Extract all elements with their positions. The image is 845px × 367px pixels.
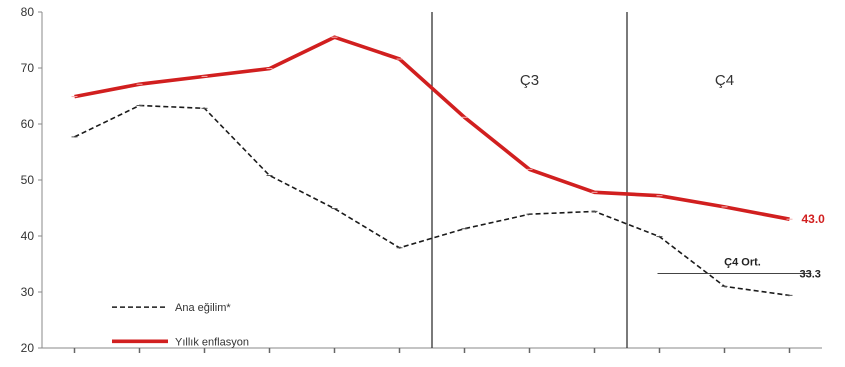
- end-value-label: 43.0: [802, 212, 826, 226]
- legend-label-ana-egilim: Ana eğilim*: [175, 302, 231, 314]
- series-line-yillik: [74, 35, 790, 221]
- reference-label: Ç4 Ort.: [724, 257, 761, 269]
- reference-value: 33.3: [800, 269, 821, 281]
- legend-label-yillik-enflasyon: Yıllık enflasyon: [175, 336, 249, 348]
- period-label-c4: Ç4: [715, 72, 734, 89]
- series-yillik: [71, 35, 793, 221]
- y-tick-label: 30: [21, 285, 35, 299]
- period-label-c3: Ç3: [520, 72, 539, 89]
- legend: Ana eğilim* Yıllık enflasyon: [112, 302, 249, 348]
- period-labels: Ç3 Ç4: [520, 72, 734, 89]
- legend-item-yillik-enflasyon: Yıllık enflasyon: [112, 336, 249, 348]
- y-tick-label: 50: [21, 173, 35, 187]
- series-layer: [71, 35, 793, 297]
- reference-line: Ç4 Ort. 33.3: [657, 257, 821, 281]
- y-tick-label: 80: [21, 5, 35, 19]
- y-axis: 20 30 40 50 60 70 80: [21, 5, 43, 355]
- x-axis: [42, 347, 822, 353]
- y-tick-label: 70: [21, 61, 35, 75]
- y-tick-label: 60: [21, 117, 35, 131]
- legend-item-ana-egilim: Ana eğilim*: [112, 302, 231, 314]
- period-dividers: [431, 12, 628, 348]
- series-ana: [71, 104, 793, 297]
- y-tick-label: 20: [21, 341, 35, 355]
- y-tick-label: 40: [21, 229, 35, 243]
